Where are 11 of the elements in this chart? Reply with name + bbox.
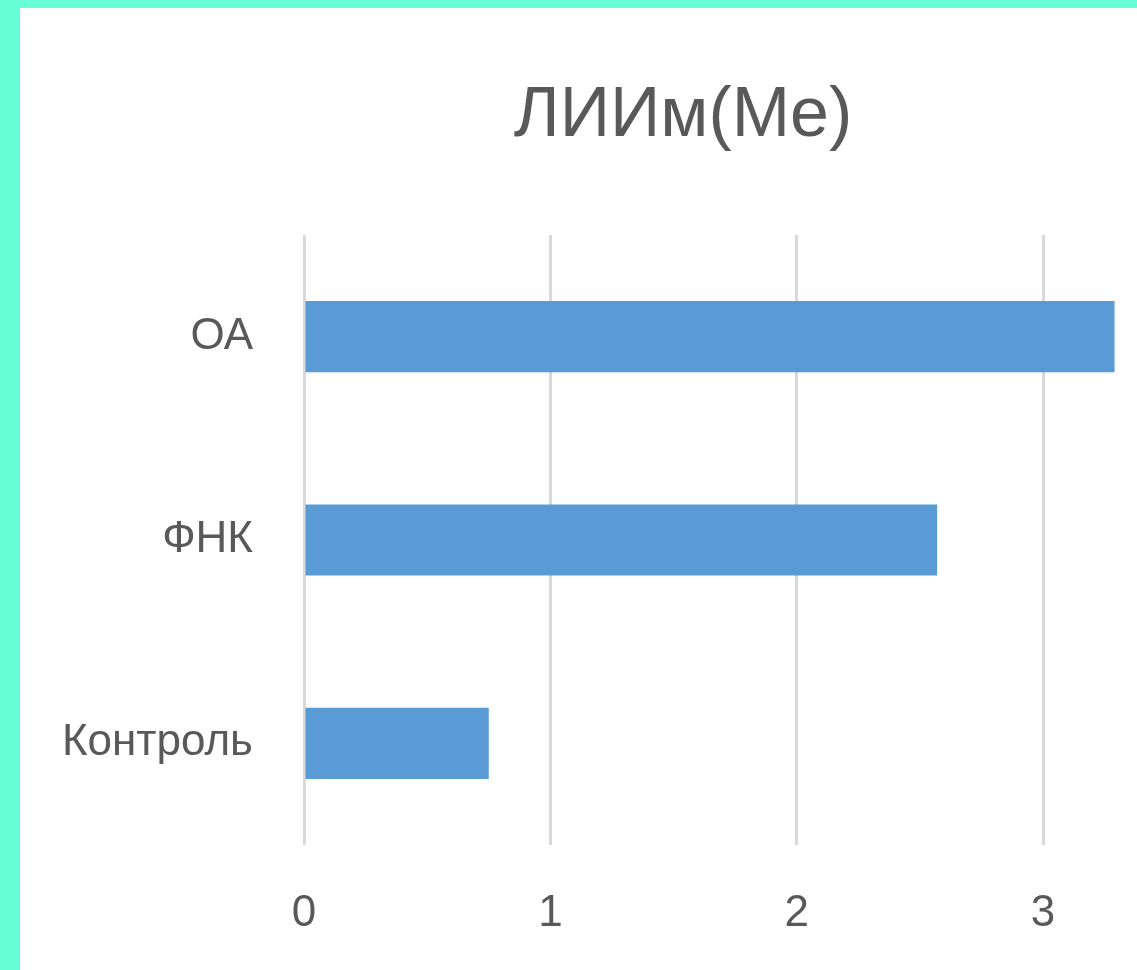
x-tick-label: 3 (1030, 885, 1056, 935)
x-tick-label: 0 (291, 885, 317, 935)
bar (305, 504, 938, 576)
y-tick-label: ФНК (162, 512, 254, 562)
bar (305, 707, 489, 779)
y-tick-label: Контроль (61, 715, 253, 765)
chart-title: ЛИИм(Me) (513, 73, 853, 151)
x-tick-label: 2 (784, 885, 809, 935)
x-tick-label: 1 (538, 885, 563, 935)
y-tick-label: ОА (190, 308, 254, 358)
bar (305, 301, 1115, 373)
